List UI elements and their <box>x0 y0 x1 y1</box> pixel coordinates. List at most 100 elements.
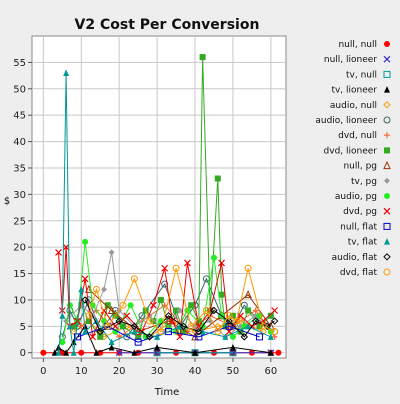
data-point-9-4 <box>108 249 115 256</box>
data-point-15-3 <box>119 301 127 309</box>
data-point-3-2 <box>63 349 70 356</box>
data-point-15-12 <box>233 317 241 325</box>
data-point-11-13 <box>168 317 176 325</box>
data-point-7-9 <box>150 318 157 325</box>
data-point-15-13 <box>244 264 252 272</box>
data-point-6-8 <box>252 307 259 314</box>
legend-label-5: audio, lioneer <box>315 116 377 126</box>
y-tick-label-1: 5 <box>20 322 26 333</box>
data-point-13-8 <box>108 338 115 346</box>
data-point-7-15 <box>195 318 202 325</box>
data-point-14-2 <box>115 317 123 325</box>
data-point-11-9 <box>123 312 131 320</box>
data-point-7-24 <box>256 323 263 330</box>
legend-marker-7 <box>384 147 390 154</box>
data-point-15-9 <box>202 306 210 314</box>
data-point-3-11 <box>267 349 274 356</box>
data-point-0-0 <box>40 349 47 356</box>
x-tick-label-6: 60 <box>264 366 277 377</box>
legend-label-6: dvd, null <box>338 131 377 141</box>
data-point-1-3 <box>229 349 237 357</box>
data-point-14-0 <box>81 296 89 304</box>
legend-label-15: dvd, flat <box>340 268 378 278</box>
data-point-7-25 <box>267 312 274 319</box>
data-point-7-13 <box>180 328 187 335</box>
data-point-7-10 <box>157 296 164 303</box>
legend-marker-11 <box>383 207 391 215</box>
data-point-13-3 <box>66 322 73 330</box>
data-point-11-2 <box>62 243 70 251</box>
x-tick-label-0: 0 <box>40 366 46 377</box>
data-point-11-0 <box>55 249 62 256</box>
data-point-3-1 <box>55 343 62 351</box>
y-tick-label-5: 25 <box>13 216 26 227</box>
data-point-8-2 <box>134 326 142 336</box>
y-tick-label-2: 10 <box>13 295 26 306</box>
data-point-11-11 <box>149 301 157 309</box>
data-point-13-10 <box>154 333 161 340</box>
x-tick-label-1: 10 <box>75 366 88 377</box>
y-tick-label-8: 40 <box>13 137 26 148</box>
data-point-11-15 <box>184 259 191 267</box>
data-point-15-10 <box>214 328 222 336</box>
data-point-7-0 <box>70 323 77 330</box>
data-point-12-5 <box>225 322 233 330</box>
data-point-3-7 <box>131 349 138 356</box>
legend-marker-1 <box>383 55 391 63</box>
data-point-13-4 <box>70 349 77 356</box>
data-point-11-18 <box>218 259 225 267</box>
data-point-7-4 <box>104 302 111 309</box>
data-point-5-8 <box>161 280 169 288</box>
data-point-10-7 <box>127 302 134 309</box>
y-tick-label-10: 50 <box>13 84 26 95</box>
grid-lines <box>32 36 286 358</box>
legend-marker-4 <box>383 101 391 109</box>
legend-label-12: null, flat <box>340 222 377 232</box>
legend-marker-15 <box>383 268 391 276</box>
data-point-9-3 <box>101 286 108 293</box>
data-point-7-21 <box>229 312 236 319</box>
data-point-14-8 <box>210 306 218 315</box>
data-point-13-14 <box>245 322 252 330</box>
data-point-3-5 <box>93 349 100 356</box>
data-point-14-12 <box>263 322 271 331</box>
data-point-7-20 <box>222 323 229 330</box>
legend-marker-6 <box>384 132 390 139</box>
data-point-13-5 <box>78 285 85 293</box>
data-point-7-3 <box>97 333 104 340</box>
legend-marker-0 <box>384 41 390 47</box>
data-point-11-23 <box>271 307 279 314</box>
data-point-15-11 <box>225 312 233 320</box>
legend-label-4: audio, null <box>330 101 377 111</box>
series-line-3 <box>54 325 271 354</box>
data-point-8-3 <box>164 316 173 325</box>
data-point-13-9 <box>131 328 138 335</box>
series-layer <box>40 54 282 357</box>
legend-label-0: null, null <box>338 40 377 50</box>
data-point-10-13 <box>210 254 217 261</box>
x-tick-label-3: 30 <box>151 366 164 377</box>
data-point-15-1 <box>92 285 100 293</box>
data-point-15-6 <box>157 328 165 336</box>
data-point-12-6 <box>255 333 263 341</box>
series-13 <box>55 69 274 356</box>
data-point-7-16 <box>199 54 206 61</box>
data-point-10-15 <box>229 333 236 340</box>
data-point-14-11 <box>251 317 260 325</box>
data-point-12-4 <box>195 333 203 341</box>
data-point-14-9 <box>225 317 233 325</box>
data-point-15-8 <box>187 322 195 330</box>
data-point-10-3 <box>82 238 89 245</box>
data-point-1-0 <box>115 349 123 357</box>
data-point-7-23 <box>245 307 252 314</box>
data-point-6-0 <box>78 323 85 330</box>
y-tick-label-11: 55 <box>13 58 26 69</box>
legend-label-11: dvd, pg <box>343 207 377 217</box>
y-tick-label-3: 15 <box>13 269 26 280</box>
data-point-7-18 <box>214 175 221 182</box>
data-point-7-2 <box>85 318 92 325</box>
data-point-7-6 <box>119 323 126 330</box>
data-point-3-0 <box>51 349 58 356</box>
data-point-13-13 <box>222 333 229 340</box>
